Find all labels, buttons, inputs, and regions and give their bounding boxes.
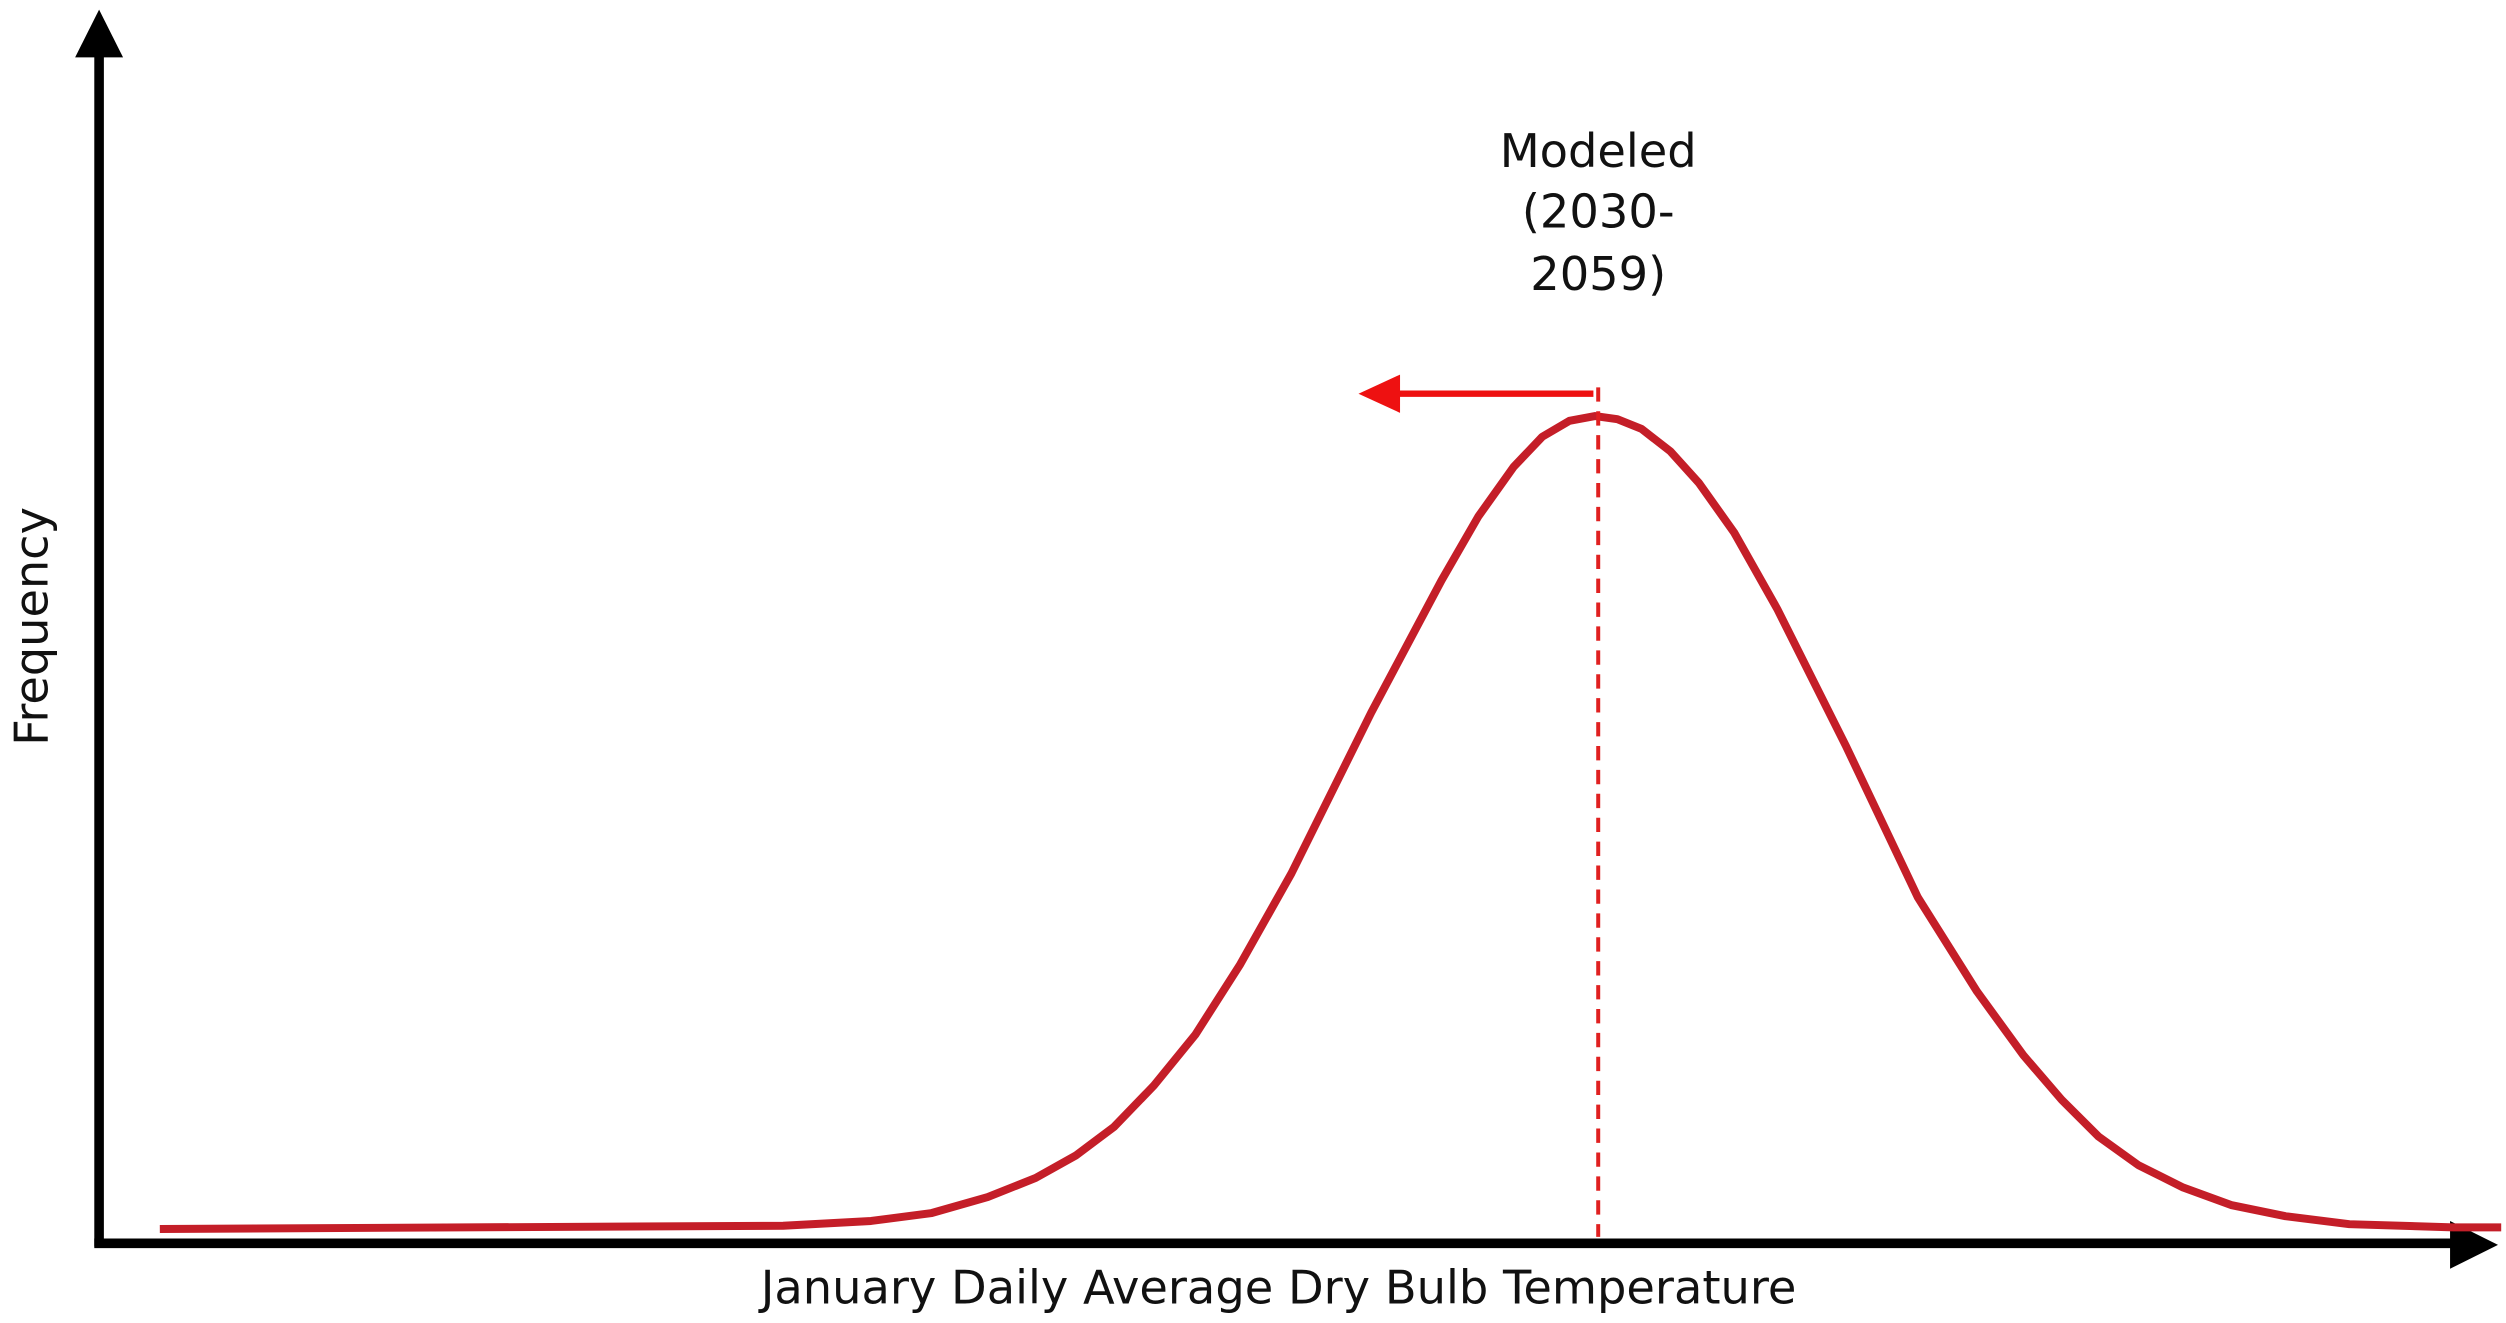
- x-axis-arrow: [2450, 1220, 2499, 1269]
- y-axis-label: Frequency: [5, 507, 59, 746]
- y-axis-arrow: [75, 9, 124, 58]
- shift-arrowhead: [1358, 374, 1401, 413]
- annotation-line: 2059): [1530, 247, 1666, 301]
- x-axis-label: January Daily Average Dry Bulb Temperatu…: [758, 1261, 1797, 1315]
- distribution-curve: [159, 412, 2502, 1233]
- annotation-line: (2030-: [1522, 185, 1675, 239]
- annotation-line: Modeled: [1500, 124, 1697, 178]
